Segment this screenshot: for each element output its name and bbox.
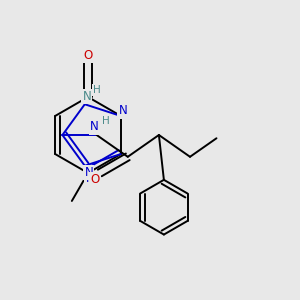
Text: N: N bbox=[85, 172, 94, 185]
Text: H: H bbox=[93, 85, 100, 95]
Text: N: N bbox=[90, 121, 99, 134]
Text: O: O bbox=[90, 173, 99, 186]
Text: H: H bbox=[102, 116, 110, 126]
Text: N: N bbox=[84, 166, 93, 179]
Text: N: N bbox=[82, 90, 91, 103]
Text: N: N bbox=[118, 104, 127, 118]
Text: O: O bbox=[83, 49, 93, 62]
